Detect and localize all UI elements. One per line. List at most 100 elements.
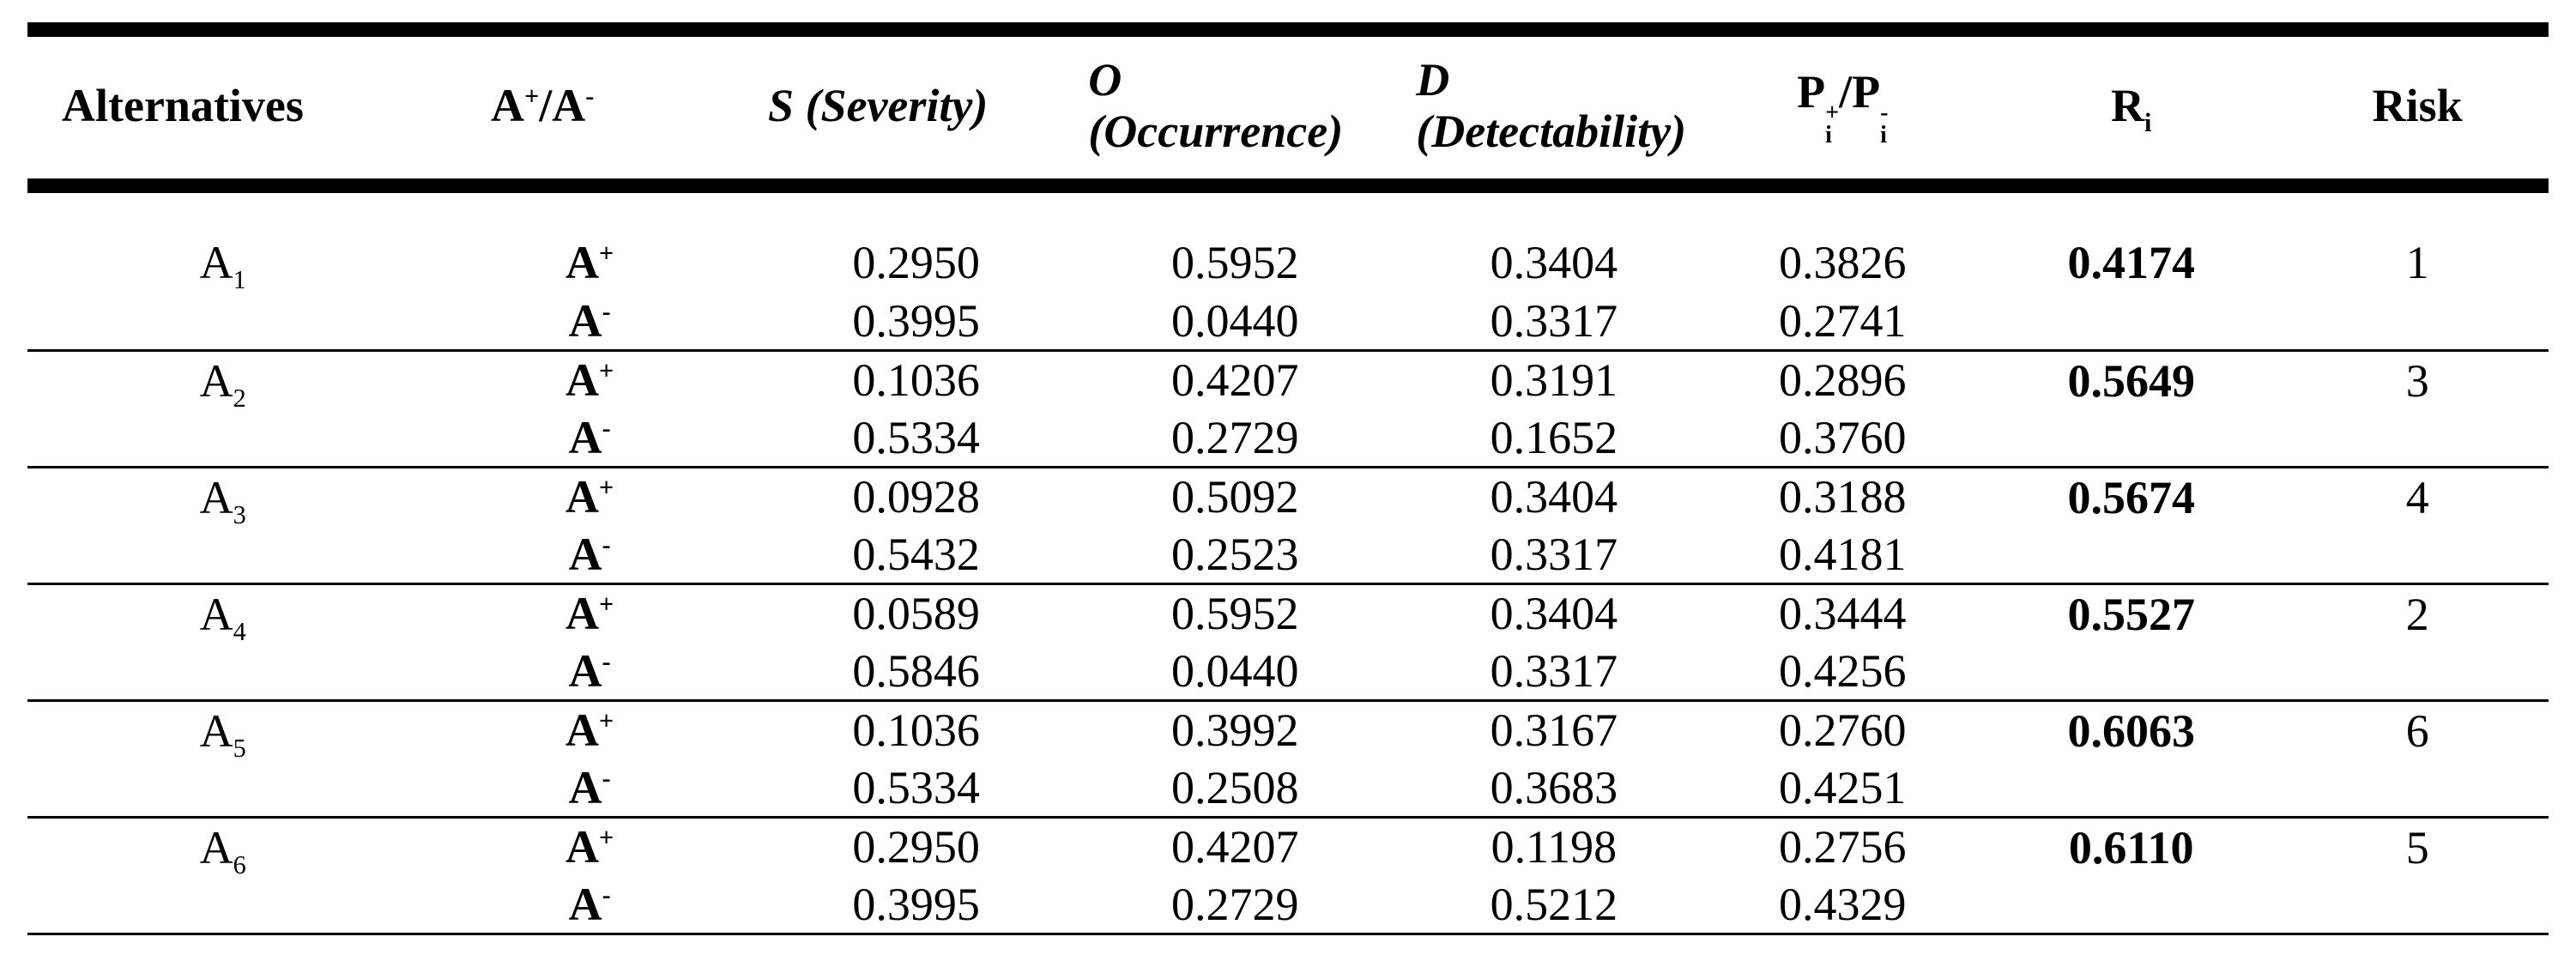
occurrence-value: 0.4207 <box>1171 354 1299 407</box>
header-occurrence: O (Occurrence) <box>1071 30 1399 186</box>
alternative-group: A6 A+ 0.2950 0.4207 0.1198 0.2756 0.6110… <box>27 817 2549 934</box>
spacer-row <box>27 185 2549 233</box>
spacer-cell <box>27 185 2549 233</box>
ideal-negative-cell: A- <box>418 875 761 934</box>
a-plus-label: A+ <box>565 821 614 873</box>
alternative-index-subscript: 2 <box>233 383 246 413</box>
ideal-positive-cell: A+ <box>418 583 761 642</box>
plus-superscript: + <box>599 589 614 619</box>
header-pi: P + i/P - i <box>1709 30 1976 186</box>
occurrence-value: 0.0440 <box>1171 294 1299 347</box>
minus-superscript: - <box>602 879 611 910</box>
occurrence-value: 0.2729 <box>1171 878 1299 930</box>
table-row-negative: A- 0.5334 0.2729 0.1652 0.3760 <box>27 408 2549 467</box>
detectability-value: 0.3683 <box>1490 761 1618 813</box>
severity-value: 0.0928 <box>852 471 980 523</box>
pi-value: 0.4256 <box>1779 644 1907 697</box>
plus-superscript: + <box>599 706 614 736</box>
occurrence-value: 0.5092 <box>1171 471 1299 523</box>
severity-value: 0.3995 <box>852 878 980 930</box>
alternative-cell: A6 <box>27 817 418 934</box>
occurrence-value: 0.5952 <box>1171 588 1299 640</box>
pi-value: 0.3444 <box>1779 588 1907 640</box>
table-header: Alternatives A+/A- S (Severity) O (Occurr… <box>27 29 2549 186</box>
ideal-negative-cell: A- <box>418 525 761 583</box>
ri-value: 0.5527 <box>2067 588 2195 640</box>
occurrence-value: 0.3992 <box>1171 704 1299 757</box>
pi-value: 0.3826 <box>1779 237 1907 289</box>
header-severity: S (Severity) <box>767 80 989 132</box>
header-ri: Ri <box>1976 30 2286 186</box>
alternative-cell: A4 <box>27 583 418 700</box>
pi-value: 0.4329 <box>1779 878 1907 930</box>
occurrence-word: (Occurrence) <box>1088 106 1344 158</box>
plus-superscript: + <box>523 82 540 112</box>
ri-value: 0.6110 <box>2068 821 2194 873</box>
table-row-positive: A2 A+ 0.1036 0.4207 0.3191 0.2896 0.5649… <box>27 350 2549 411</box>
occurrence-symbol: O <box>1088 54 1122 106</box>
a-plus-label: A+ <box>565 237 614 289</box>
detectability-value: 0.1652 <box>1490 411 1618 463</box>
table-row-positive: A3 A+ 0.0928 0.5092 0.3404 0.3188 0.5674… <box>27 467 2549 529</box>
detectability-value: 0.3317 <box>1490 644 1618 697</box>
ideal-negative-cell: A- <box>418 292 761 350</box>
header-gap-row <box>27 185 2549 233</box>
a-plus-label: A+ <box>565 354 614 407</box>
alternative-group: A3 A+ 0.0928 0.5092 0.3404 0.3188 0.5674… <box>27 467 2549 583</box>
ri-value: 0.5674 <box>2067 471 2195 523</box>
pi-value: 0.4251 <box>1779 761 1907 813</box>
detectability-value: 0.3404 <box>1490 237 1618 289</box>
alternative-label: A1 <box>199 237 246 295</box>
detectability-value: 0.3404 <box>1490 471 1618 523</box>
minus-superscript: - <box>602 646 611 676</box>
risk-rank: 2 <box>2405 588 2429 640</box>
alternative-cell: A2 <box>27 350 418 467</box>
a-minus-label: A- <box>568 644 611 697</box>
a-plus-label: A+ <box>565 588 614 640</box>
detectability-value: 0.3317 <box>1490 528 1618 580</box>
ideal-positive-cell: A+ <box>418 233 761 292</box>
i-subscript: i <box>2144 108 2152 138</box>
occurrence-value: 0.2729 <box>1171 411 1299 463</box>
occurrence-value: 0.2508 <box>1171 761 1299 813</box>
detectability-value: 0.3191 <box>1490 354 1618 407</box>
risk-rank: 5 <box>2405 821 2429 873</box>
header-alternatives: Alternatives <box>62 80 304 132</box>
pi-value: 0.4181 <box>1779 528 1907 580</box>
table-row-positive: A6 A+ 0.2950 0.4207 0.1198 0.2756 0.6110… <box>27 817 2549 878</box>
ri-label: Ri <box>2110 80 2152 138</box>
alternative-index-subscript: 6 <box>233 849 246 879</box>
table-row-negative: A- 0.5334 0.2508 0.3683 0.4251 <box>27 758 2549 817</box>
ideal-negative-cell: A- <box>418 758 761 817</box>
severity-value: 0.5334 <box>852 411 980 463</box>
a-minus-label: A- <box>568 411 611 463</box>
alternative-label: A3 <box>199 471 246 529</box>
ideal-positive-cell: A+ <box>418 467 761 525</box>
ideal-negative-cell: A- <box>418 408 761 467</box>
severity-value: 0.2950 <box>852 821 980 873</box>
pi-value: 0.2896 <box>1779 354 1907 407</box>
plus-superscript: + <box>599 473 614 503</box>
pi-value: 0.2741 <box>1779 294 1907 347</box>
detectability-symbol: D <box>1416 54 1450 106</box>
occurrence-value: 0.2523 <box>1171 528 1299 580</box>
risk-rank: 1 <box>2405 237 2429 289</box>
detectability-value: 0.5212 <box>1490 878 1618 930</box>
a-minus-label: A- <box>568 528 611 580</box>
severity-value: 0.5334 <box>852 761 980 813</box>
alternative-group: A1 A+ 0.2950 0.5952 0.3404 0.3826 0.4174… <box>27 233 2549 350</box>
detectability-value: 0.3317 <box>1490 294 1618 347</box>
ideal-positive-cell: A+ <box>418 700 761 758</box>
severity-value: 0.3995 <box>852 294 980 347</box>
alternative-index-subscript: 5 <box>233 733 246 763</box>
plus-superscript: + <box>599 823 614 853</box>
detectability-word: (Detectability) <box>1416 106 1687 158</box>
a-minus-label: A- <box>568 761 611 813</box>
plus-superscript: + <box>599 356 614 386</box>
a-minus-label: A- <box>568 294 611 347</box>
a-plus-a-minus-label: A+/A- <box>490 80 595 132</box>
minus-superscript: - <box>602 296 611 326</box>
a-plus-label: A+ <box>565 471 614 523</box>
header-risk: Risk <box>2372 80 2463 132</box>
alternative-index-subscript: 4 <box>233 616 246 646</box>
